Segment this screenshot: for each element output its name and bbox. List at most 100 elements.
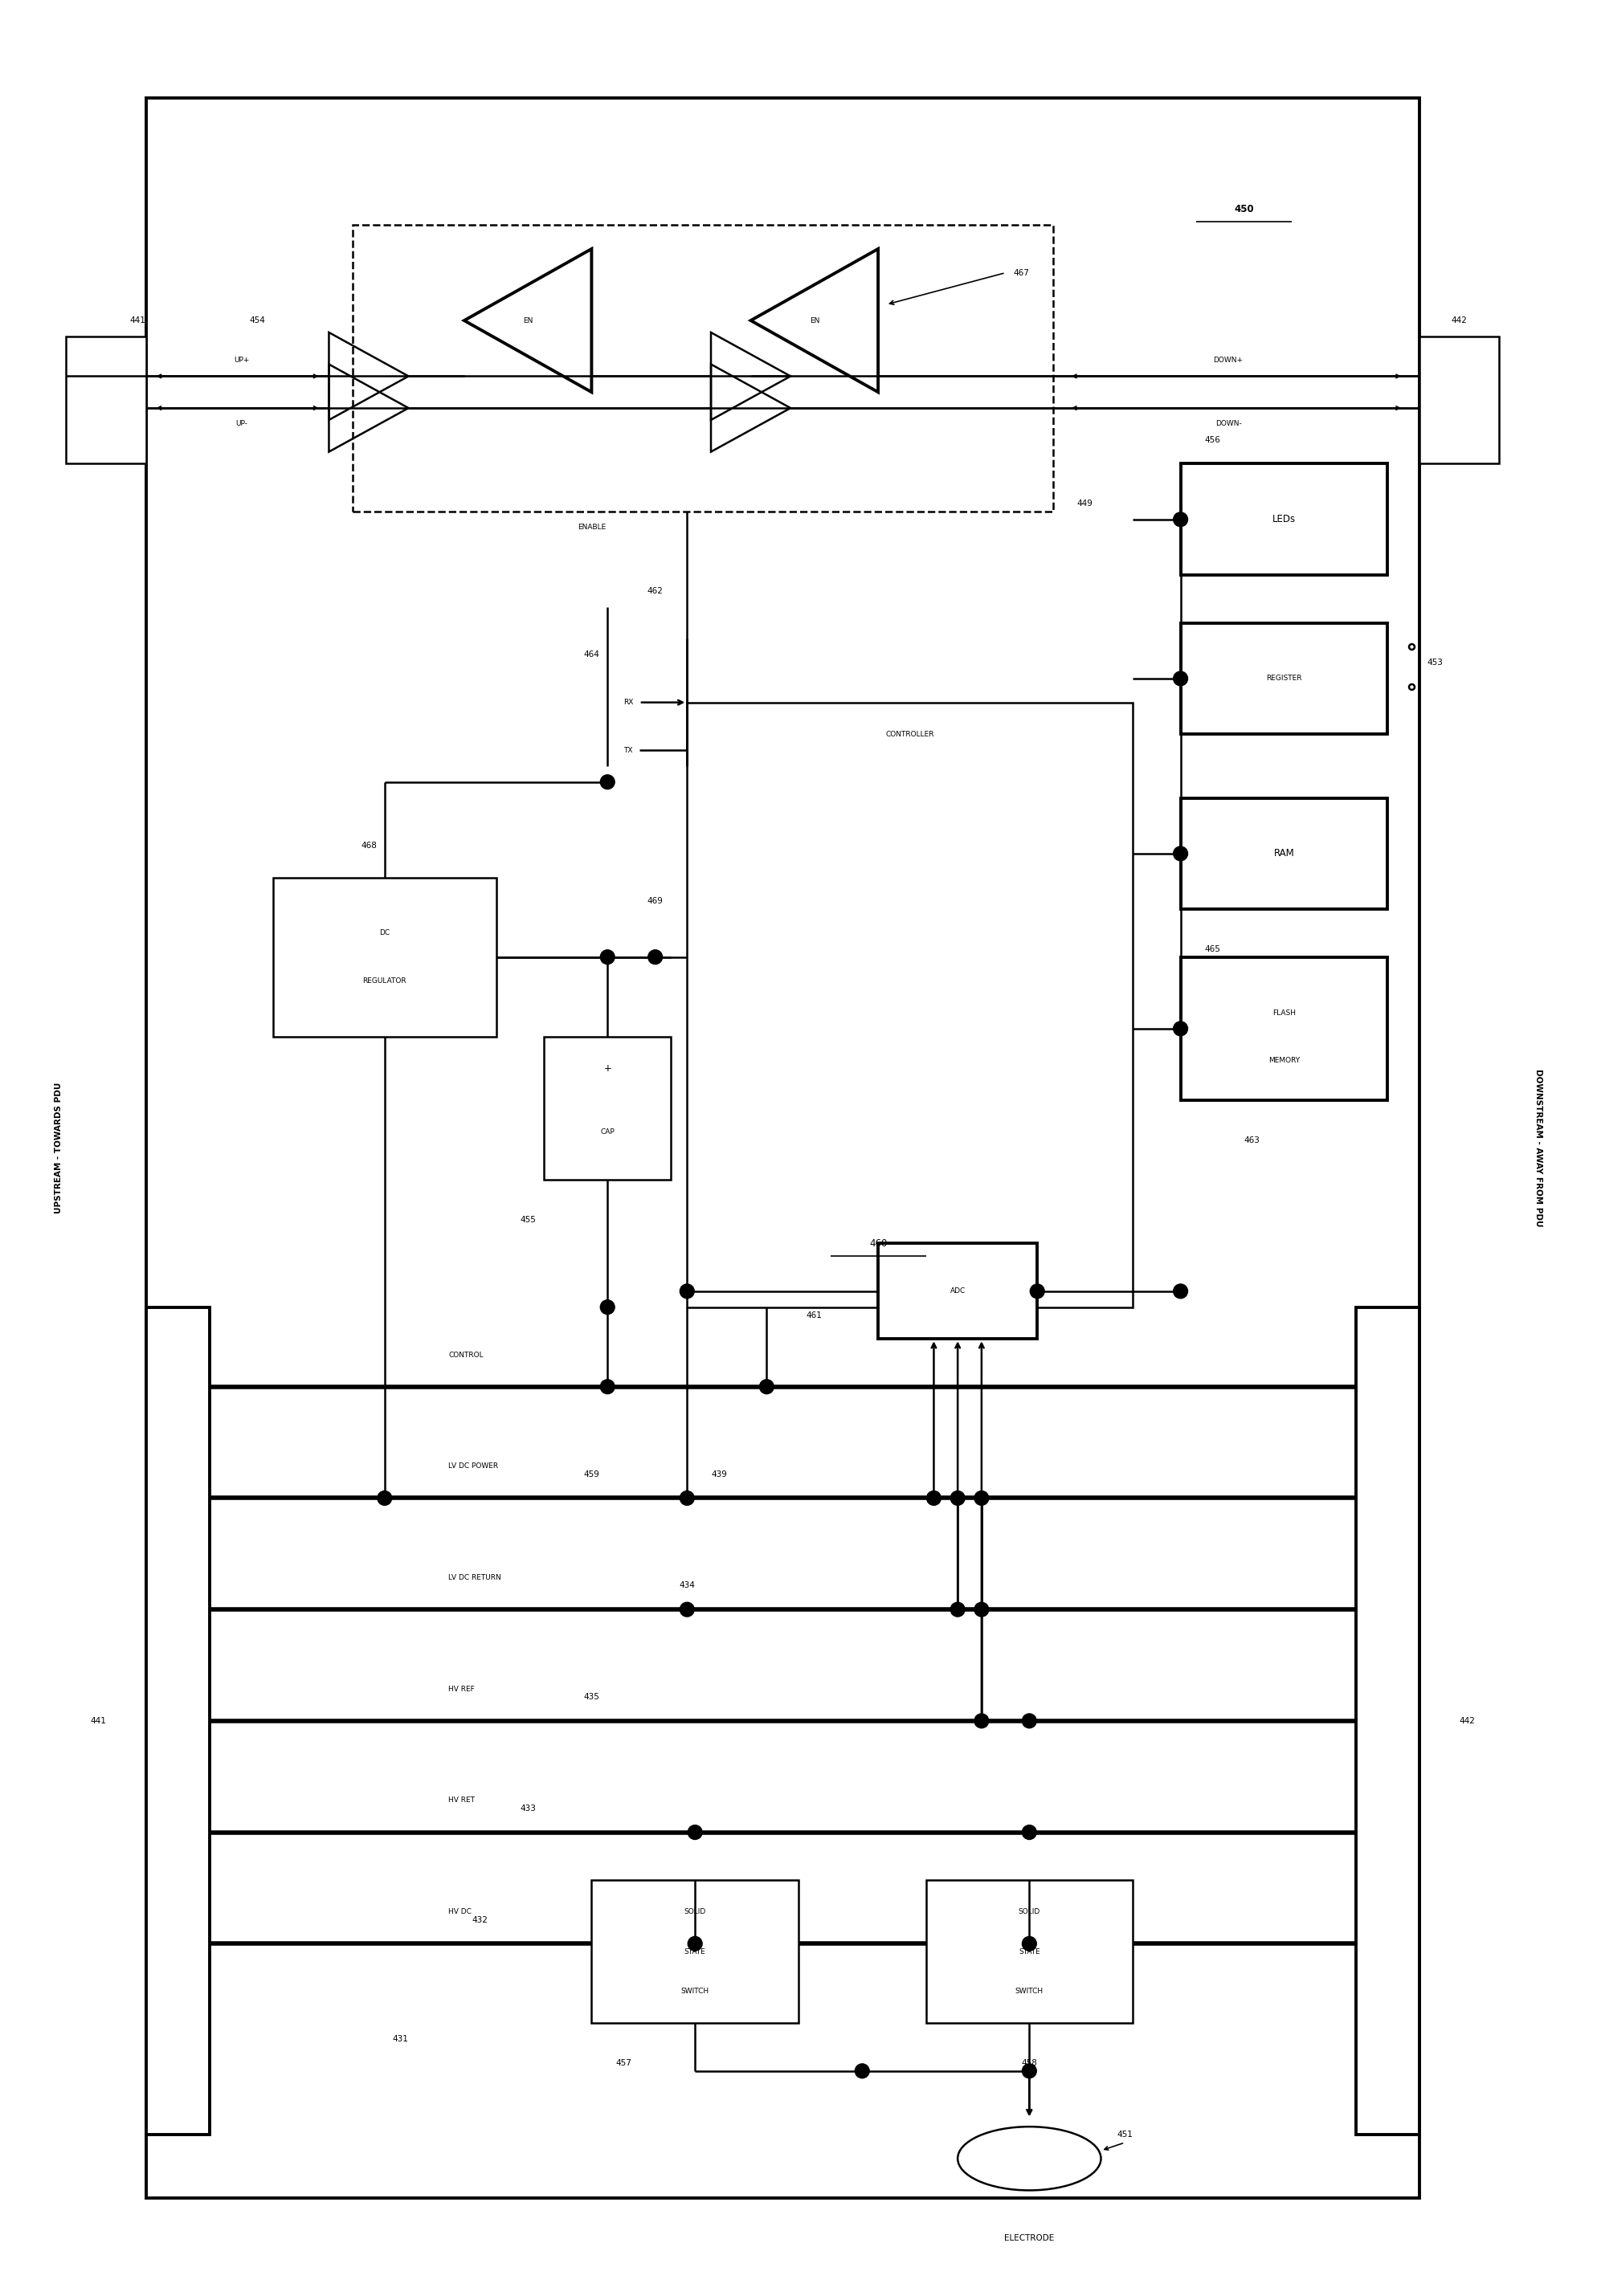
Text: SWITCH: SWITCH — [1016, 1988, 1043, 1995]
Text: EN: EN — [522, 317, 533, 324]
Bar — [1420, 338, 1500, 464]
Text: HV RET: HV RET — [449, 1798, 474, 1805]
Circle shape — [1174, 1283, 1188, 1297]
Text: 442: 442 — [1460, 1717, 1476, 1724]
Circle shape — [688, 1936, 703, 1952]
Text: SOLID: SOLID — [684, 1908, 706, 1915]
Text: 434: 434 — [679, 1582, 695, 1589]
Text: CONTROL: CONTROL — [449, 1352, 484, 1359]
Text: 469: 469 — [647, 898, 663, 905]
Text: 457: 457 — [615, 2060, 631, 2066]
Circle shape — [854, 2064, 869, 2078]
Circle shape — [974, 1713, 989, 1729]
Text: 458: 458 — [1022, 2060, 1038, 2066]
Circle shape — [1174, 1022, 1188, 1035]
Text: CAP: CAP — [600, 1127, 615, 1137]
Bar — [1356, 1306, 1420, 2135]
Circle shape — [950, 1603, 965, 1616]
Text: 461: 461 — [806, 1311, 822, 1320]
Text: 468: 468 — [361, 843, 377, 850]
Bar — [1180, 464, 1388, 574]
Circle shape — [680, 1490, 695, 1506]
Bar — [878, 1244, 1038, 1339]
Circle shape — [688, 1825, 703, 1839]
Text: SWITCH: SWITCH — [680, 1988, 709, 1995]
Bar — [926, 1880, 1132, 2023]
Text: 462: 462 — [647, 588, 663, 595]
Text: ELECTRODE: ELECTRODE — [1005, 2234, 1054, 2243]
Text: TX: TX — [623, 746, 632, 753]
Circle shape — [600, 1380, 615, 1394]
Bar — [145, 99, 1420, 2197]
Text: 450: 450 — [1234, 204, 1254, 214]
Text: 459: 459 — [583, 1469, 599, 1479]
Text: REGISTER: REGISTER — [1266, 675, 1302, 682]
Circle shape — [600, 774, 615, 790]
Text: 449: 449 — [1076, 501, 1092, 507]
Text: UP-: UP- — [235, 420, 248, 427]
Text: 435: 435 — [583, 1692, 599, 1701]
Text: 433: 433 — [521, 1805, 537, 1812]
Text: 432: 432 — [473, 1915, 489, 1924]
Text: 431: 431 — [393, 2034, 409, 2043]
Text: EN: EN — [810, 317, 819, 324]
Bar — [353, 225, 1052, 512]
Circle shape — [648, 951, 663, 964]
Text: UP+: UP+ — [233, 356, 249, 363]
Circle shape — [680, 1603, 695, 1616]
Circle shape — [600, 1300, 615, 1313]
Text: 464: 464 — [583, 650, 599, 659]
Text: STATE: STATE — [1019, 1947, 1040, 1956]
Bar — [273, 877, 497, 1035]
Bar — [1180, 799, 1388, 909]
Circle shape — [377, 1490, 391, 1506]
Text: RX: RX — [623, 698, 634, 707]
Text: RAM: RAM — [1274, 850, 1294, 859]
Circle shape — [1174, 847, 1188, 861]
Text: 442: 442 — [1452, 317, 1468, 324]
Text: 467: 467 — [1014, 269, 1030, 278]
Text: 441: 441 — [129, 317, 145, 324]
Circle shape — [760, 1380, 775, 1394]
Text: REGULATOR: REGULATOR — [363, 978, 407, 985]
Bar — [1180, 957, 1388, 1100]
Bar — [591, 1880, 798, 2023]
Text: 463: 463 — [1244, 1137, 1260, 1143]
Text: SOLID: SOLID — [1019, 1908, 1040, 1915]
Text: DOWN+: DOWN+ — [1214, 356, 1242, 363]
Text: 460: 460 — [869, 1238, 886, 1249]
Text: 451: 451 — [1116, 2131, 1132, 2138]
Text: LV DC RETURN: LV DC RETURN — [449, 1575, 501, 1582]
Text: LV DC POWER: LV DC POWER — [449, 1463, 498, 1469]
Text: 453: 453 — [1428, 659, 1444, 666]
Circle shape — [600, 951, 615, 964]
Circle shape — [1022, 1713, 1036, 1729]
Text: 439: 439 — [711, 1469, 727, 1479]
Text: DOWNSTREAM - AWAY FROM PDU: DOWNSTREAM - AWAY FROM PDU — [1535, 1070, 1543, 1226]
Bar — [145, 1306, 209, 2135]
Bar — [1180, 622, 1388, 735]
Text: ENABLE: ENABLE — [578, 523, 605, 530]
Text: DC: DC — [380, 930, 390, 937]
Text: FLASH: FLASH — [1273, 1010, 1295, 1017]
Text: 455: 455 — [521, 1215, 537, 1224]
Text: 456: 456 — [1204, 436, 1220, 443]
Bar — [545, 1035, 671, 1180]
Text: ADC: ADC — [950, 1288, 966, 1295]
Text: CONTROLLER: CONTROLLER — [886, 730, 934, 737]
Text: 465: 465 — [1204, 946, 1220, 953]
Text: 454: 454 — [249, 317, 265, 324]
Circle shape — [1174, 670, 1188, 687]
Circle shape — [1030, 1283, 1044, 1297]
Circle shape — [1174, 512, 1188, 526]
Text: DOWN-: DOWN- — [1215, 420, 1241, 427]
Circle shape — [950, 1490, 965, 1506]
Bar — [65, 338, 145, 464]
Circle shape — [1022, 1936, 1036, 1952]
Circle shape — [974, 1603, 989, 1616]
Text: +: + — [604, 1063, 612, 1075]
Text: UPSTREAM - TOWARDS PDU: UPSTREAM - TOWARDS PDU — [54, 1081, 62, 1215]
Circle shape — [926, 1490, 941, 1506]
Text: 441: 441 — [89, 1717, 105, 1724]
Circle shape — [680, 1283, 695, 1297]
